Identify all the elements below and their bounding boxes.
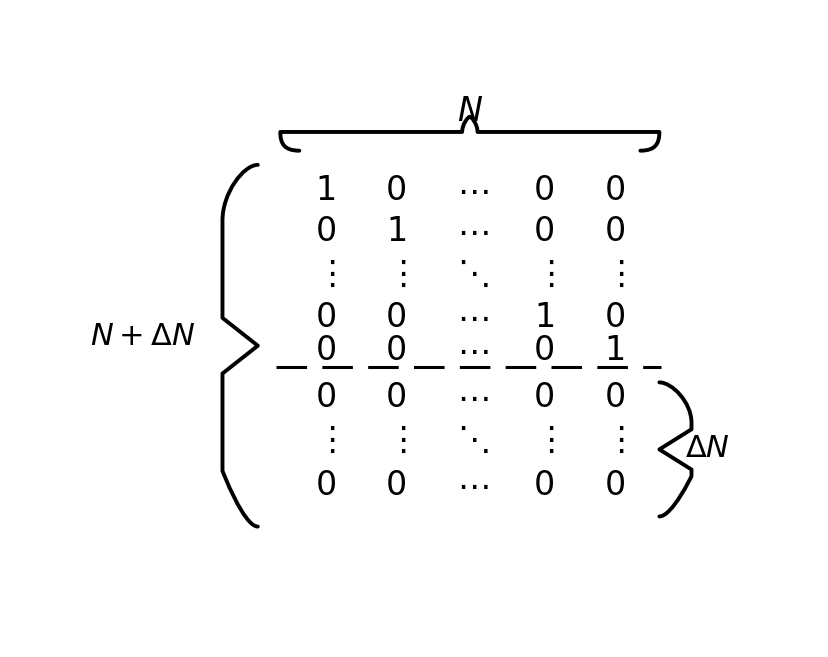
Text: $0$: $0$ [532,470,554,502]
Text: $\cdots$: $\cdots$ [457,470,489,502]
Text: $\vdots$: $\vdots$ [533,259,553,291]
Text: $\cdots$: $\cdots$ [457,215,489,248]
Text: $0$: $0$ [385,302,406,334]
Text: $0$: $0$ [603,175,624,207]
Text: $0$: $0$ [315,470,335,502]
Text: $\cdots$: $\cdots$ [457,302,489,334]
Text: $0$: $0$ [315,335,335,367]
Text: $\Delta N$: $\Delta N$ [684,433,729,464]
Text: $\vdots$: $\vdots$ [533,424,553,457]
Text: $0$: $0$ [532,215,554,248]
Text: $1$: $1$ [533,302,553,334]
Text: $\cdots$: $\cdots$ [457,335,489,367]
Text: $\cdots$: $\cdots$ [457,175,489,207]
Text: $N$: $N$ [456,96,482,127]
Text: $N+\Delta N$: $N+\Delta N$ [89,321,195,352]
Text: $\ddots$: $\ddots$ [457,424,489,457]
Text: $0$: $0$ [385,175,406,207]
Text: $\vdots$: $\vdots$ [315,259,335,291]
Text: $0$: $0$ [385,382,406,413]
Text: $\vdots$: $\vdots$ [604,424,623,457]
Text: $1$: $1$ [315,175,335,207]
Text: $0$: $0$ [603,215,624,248]
Text: $\vdots$: $\vdots$ [315,424,335,457]
Text: $0$: $0$ [603,302,624,334]
Text: $0$: $0$ [532,335,554,367]
Text: $0$: $0$ [385,470,406,502]
Text: $0$: $0$ [315,302,335,334]
Text: $\vdots$: $\vdots$ [385,424,406,457]
Text: $0$: $0$ [532,382,554,413]
Text: $0$: $0$ [532,175,554,207]
Text: $\vdots$: $\vdots$ [604,259,623,291]
Text: $0$: $0$ [315,215,335,248]
Text: $0$: $0$ [385,335,406,367]
Text: $1$: $1$ [604,335,623,367]
Text: $\cdots$: $\cdots$ [457,382,489,413]
Text: $0$: $0$ [315,382,335,413]
Text: $\vdots$: $\vdots$ [385,259,406,291]
Text: $0$: $0$ [603,470,624,502]
Text: $\ddots$: $\ddots$ [457,259,489,291]
Text: $0$: $0$ [603,382,624,413]
Text: $1$: $1$ [385,215,406,248]
